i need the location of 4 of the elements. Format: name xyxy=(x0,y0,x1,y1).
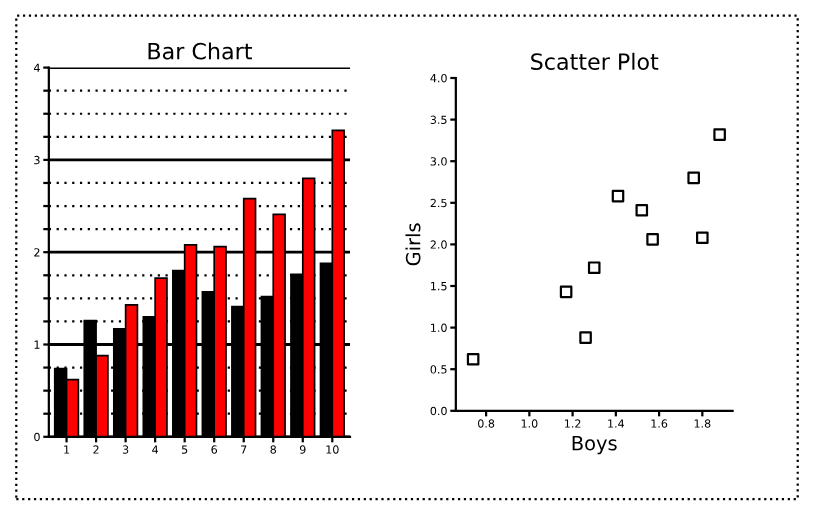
x-axis-title: Boys xyxy=(572,436,617,455)
y-axis-title: Girls xyxy=(405,223,421,266)
chart-title: Scatter Plot xyxy=(531,52,659,70)
chart-title: Bar Chart xyxy=(148,42,252,60)
